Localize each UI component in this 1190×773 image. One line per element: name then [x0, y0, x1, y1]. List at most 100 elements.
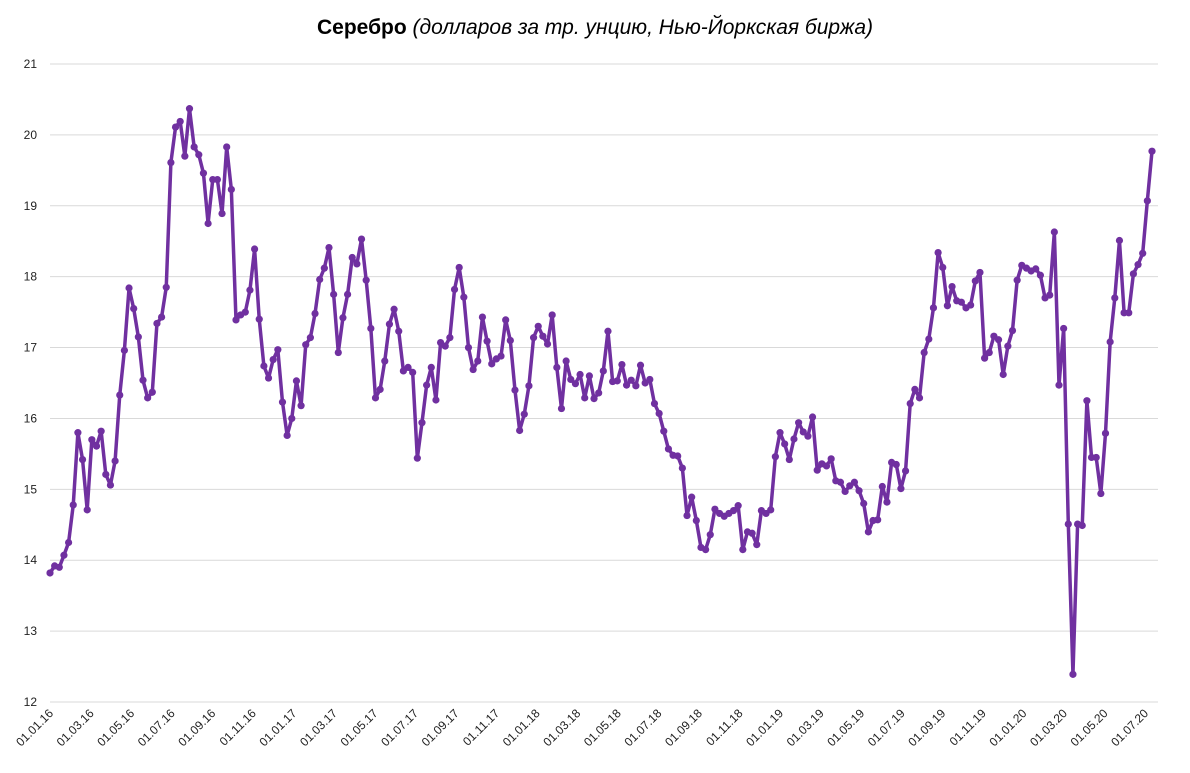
data-point: [130, 304, 138, 313]
data-point: [339, 314, 347, 322]
data-point: [302, 341, 310, 349]
data-point: [148, 388, 156, 396]
x-tick-label: 01.09.19: [905, 706, 948, 749]
data-point: [1115, 236, 1124, 245]
data-point: [729, 507, 738, 515]
data-point: [702, 545, 710, 554]
y-tick-label: 12: [24, 695, 38, 709]
data-point: [195, 151, 203, 159]
data-point: [106, 481, 115, 489]
data-point: [543, 340, 552, 348]
data-point: [88, 436, 96, 444]
x-tick-label: 01.05.17: [338, 706, 381, 749]
data-point: [799, 428, 807, 436]
data-point: [446, 334, 454, 342]
data-point: [520, 410, 528, 418]
x-tick-label: 01.01.17: [257, 706, 300, 749]
data-point: [1092, 453, 1100, 462]
data-point: [795, 419, 803, 427]
data-point: [190, 143, 198, 151]
data-point: [274, 346, 282, 354]
data-point: [427, 363, 435, 372]
x-tick-label: 01.11.19: [947, 706, 990, 749]
data-point: [404, 363, 412, 372]
y-tick-label: 21: [24, 57, 38, 71]
data-point: [1078, 521, 1086, 530]
data-point: [771, 453, 779, 461]
data-point: [497, 352, 505, 360]
data-point: [409, 368, 417, 376]
data-point: [1036, 271, 1045, 279]
data-point: [618, 360, 626, 369]
data-point: [967, 301, 975, 309]
data-point: [162, 283, 170, 291]
data-point: [943, 302, 952, 310]
data-point: [864, 528, 872, 536]
data-point: [711, 505, 719, 513]
x-tick-label: 01.01.18: [500, 706, 543, 749]
data-point: [1060, 324, 1068, 333]
data-point: [376, 385, 384, 393]
data-point: [153, 319, 161, 328]
data-point: [64, 538, 73, 547]
data-point: [144, 394, 152, 402]
data-point: [585, 372, 593, 380]
x-tick-label: 01.07.16: [135, 706, 178, 749]
data-point: [622, 381, 631, 389]
data-point: [218, 209, 226, 218]
data-point: [232, 316, 240, 324]
data-point: [334, 348, 342, 357]
data-point: [464, 343, 473, 352]
data-point: [255, 315, 263, 323]
data-point: [250, 245, 259, 253]
data-point: [1013, 276, 1021, 284]
data-point: [1106, 338, 1114, 346]
data-point: [390, 305, 398, 313]
data-point: [46, 569, 54, 577]
data-point: [836, 478, 845, 486]
data-point: [1055, 381, 1063, 389]
data-point: [516, 426, 524, 435]
data-point: [804, 432, 812, 440]
data-point: [60, 551, 68, 559]
data-point: [288, 414, 296, 423]
data-point: [692, 516, 700, 525]
data-point: [246, 286, 254, 294]
data-point: [78, 455, 87, 464]
y-tick-label: 15: [24, 482, 38, 496]
data-point: [855, 487, 863, 495]
x-tick-label: 01.07.18: [622, 706, 665, 749]
x-tick-label: 01.03.19: [784, 706, 827, 749]
data-point: [939, 263, 947, 272]
x-tick-label: 01.11.16: [217, 706, 260, 749]
data-point: [483, 337, 491, 345]
data-point: [999, 370, 1007, 379]
data-point: [1083, 397, 1091, 405]
data-point: [627, 376, 635, 384]
x-tick-label: 01.07.17: [378, 706, 421, 749]
data-point: [450, 285, 459, 294]
y-axis: 12 13 14 15 16 17 18 19 20 21: [24, 57, 38, 709]
data-point: [283, 431, 291, 440]
data-point: [395, 327, 403, 335]
y-tick-label: 20: [24, 128, 38, 142]
x-tick-label: 01.11.17: [460, 706, 503, 749]
x-tick-label: 01.03.20: [1027, 706, 1070, 749]
data-point: [111, 457, 119, 465]
data-point: [488, 360, 496, 368]
data-point: [748, 529, 756, 537]
data-point: [325, 244, 333, 252]
x-axis: 01.01.1601.03.1601.05.1601.07.1601.09.16…: [13, 706, 1151, 749]
data-point: [878, 482, 886, 491]
x-tick-label: 01.11.18: [703, 706, 746, 749]
data-point: [367, 324, 375, 333]
data-point: [874, 516, 882, 524]
data-point: [948, 282, 956, 291]
data-point: [176, 117, 184, 126]
data-point: [125, 284, 133, 292]
data-point: [474, 357, 482, 365]
x-tick-label: 01.01.19: [743, 706, 786, 749]
data-point: [362, 276, 370, 284]
data-point: [688, 493, 696, 501]
